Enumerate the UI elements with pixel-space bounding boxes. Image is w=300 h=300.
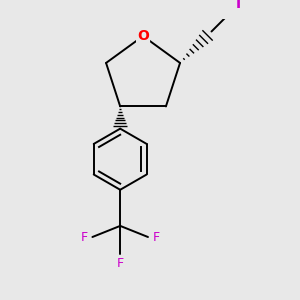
Text: F: F	[153, 230, 160, 244]
Text: I: I	[236, 0, 241, 11]
Text: F: F	[80, 230, 88, 244]
Text: F: F	[117, 257, 124, 270]
Text: O: O	[137, 29, 149, 43]
